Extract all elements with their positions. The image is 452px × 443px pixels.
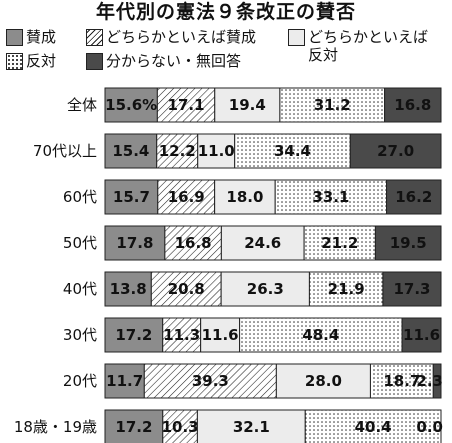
bar-segment-oppose xyxy=(303,225,376,261)
value-label-unknown: 16.8 xyxy=(394,96,431,114)
value-label-somewhat-support: 10.3 xyxy=(162,418,199,436)
value-label-support: 15.4 xyxy=(112,142,149,160)
value-label-somewhat-oppose: 26.3 xyxy=(247,280,284,298)
legend-label-somewhat-support: どちらかといえば賛成 xyxy=(106,28,257,46)
legend-swatch-somewhat-support xyxy=(86,29,103,46)
value-label-support: 15.7 xyxy=(113,188,150,206)
value-label-oppose: 21.2 xyxy=(321,234,358,252)
bar-segment-somewhat-support xyxy=(156,87,216,123)
value-label-unknown: 0.0 xyxy=(416,418,443,436)
value-label-somewhat-support: 16.8 xyxy=(175,234,212,252)
value-label-unknown: 17.3 xyxy=(393,280,430,298)
value-label-oppose: 31.2 xyxy=(314,96,351,114)
bar-segment-support xyxy=(104,271,152,307)
value-label-somewhat-oppose: 11.0 xyxy=(198,142,235,160)
bar-segment-support xyxy=(104,409,164,443)
value-label-oppose: 40.4 xyxy=(355,418,392,436)
category-label: 全体 xyxy=(67,96,97,114)
value-label-somewhat-oppose: 19.4 xyxy=(229,96,266,114)
bar-segment-oppose xyxy=(369,363,434,399)
value-label-somewhat-support: 12.2 xyxy=(159,142,196,160)
legend-item-somewhat-support: どちらかといえば賛成 xyxy=(86,28,256,46)
bar-segment-oppose xyxy=(274,179,388,215)
bar-segment-somewhat-oppose xyxy=(220,271,310,307)
bar-segment-unknown xyxy=(374,225,442,261)
value-label-unknown: 27.0 xyxy=(377,142,414,160)
bar-segment-unknown xyxy=(401,317,442,353)
bar-segment-somewhat-support xyxy=(162,317,202,353)
value-label-support: 11.7 xyxy=(106,372,143,390)
value-label-oppose: 21.9 xyxy=(328,280,365,298)
category-label: 60代 xyxy=(63,188,97,206)
bar-segment-somewhat-oppose xyxy=(196,409,306,443)
legend-swatch-somewhat-oppose xyxy=(288,29,305,46)
bar-segment-oppose xyxy=(308,271,384,307)
value-label-oppose: 18.7 xyxy=(383,372,420,390)
value-label-unknown: 2.3 xyxy=(416,372,443,390)
value-label-somewhat-oppose: 32.1 xyxy=(233,418,270,436)
bar-segment-somewhat-oppose xyxy=(197,133,236,169)
value-label-oppose: 33.1 xyxy=(312,188,349,206)
legend-label-somewhat-oppose: どちらかといえば 反対 xyxy=(308,28,429,64)
value-label-somewhat-support: 16.9 xyxy=(168,188,205,206)
legend-label-unknown: 分からない・無回答 xyxy=(106,52,242,70)
chart-legend: 賛成 どちらかといえば賛成 どちらかといえば 反対 反対 分からない・無回答 xyxy=(6,28,450,76)
bar-segment-support xyxy=(104,363,145,399)
legend-item-unknown: 分からない・無回答 xyxy=(86,52,241,70)
bar-segment-unknown xyxy=(384,87,442,123)
value-label-support: 13.8 xyxy=(110,280,147,298)
legend-item-support: 賛成 xyxy=(6,28,56,46)
bar-segment-somewhat-support xyxy=(157,179,216,215)
bar-segment-oppose xyxy=(304,409,442,443)
bar-segment-somewhat-support xyxy=(164,225,222,261)
bar-segment-unknown xyxy=(432,363,442,399)
bar-segment-somewhat-oppose xyxy=(214,179,276,215)
value-label-somewhat-oppose: 11.6 xyxy=(202,326,239,344)
chart-title: 年代別の憲法９条改正の賛否 xyxy=(95,1,356,23)
category-label: 50代 xyxy=(63,234,97,252)
category-label: 20代 xyxy=(63,372,97,390)
value-label-somewhat-support: 11.3 xyxy=(163,326,200,344)
legend-swatch-oppose xyxy=(6,53,23,70)
value-label-oppose: 48.4 xyxy=(302,326,339,344)
category-label: 40代 xyxy=(63,280,97,298)
value-label-oppose: 34.4 xyxy=(274,142,311,160)
bar-segment-unknown xyxy=(349,133,442,169)
value-label-support: 17.2 xyxy=(115,418,152,436)
value-label-somewhat-oppose: 18.0 xyxy=(226,188,263,206)
bar-segment-somewhat-oppose xyxy=(220,225,305,261)
bar-segment-unknown xyxy=(382,271,442,307)
value-label-somewhat-support: 17.1 xyxy=(168,96,205,114)
category-label: 70代以上 xyxy=(33,142,97,160)
value-label-somewhat-support: 39.3 xyxy=(192,372,229,390)
legend-item-somewhat-oppose: どちらかといえば 反対 xyxy=(288,28,428,64)
value-label-unknown: 16.2 xyxy=(395,188,432,206)
category-label: 18歳・19歳 xyxy=(14,418,97,436)
bar-segment-oppose xyxy=(239,317,403,353)
legend-swatch-unknown xyxy=(86,53,103,70)
legend-item-oppose: 反対 xyxy=(6,52,56,70)
value-label-support: 17.8 xyxy=(116,234,153,252)
value-label-support: 17.2 xyxy=(115,326,152,344)
value-label-somewhat-support: 20.8 xyxy=(168,280,205,298)
value-label-support: 15.6% xyxy=(105,96,157,114)
legend-label-support: 賛成 xyxy=(26,28,57,46)
bar-segment-somewhat-support xyxy=(150,271,222,307)
legend-label-oppose: 反対 xyxy=(26,52,57,70)
value-label-unknown: 19.5 xyxy=(390,234,427,252)
category-label: 30代 xyxy=(63,326,97,344)
bar-segment-oppose xyxy=(279,87,386,123)
bar-segment-support xyxy=(104,179,159,215)
bar-segment-unknown xyxy=(386,179,442,215)
bar-segment-support xyxy=(104,225,166,261)
bar-segment-support xyxy=(104,133,158,169)
bar-segment-somewhat-oppose xyxy=(275,363,371,399)
value-label-somewhat-oppose: 28.0 xyxy=(305,372,342,390)
legend-swatch-support xyxy=(6,29,23,46)
value-label-unknown: 11.6 xyxy=(403,326,440,344)
value-label-somewhat-oppose: 24.6 xyxy=(244,234,281,252)
